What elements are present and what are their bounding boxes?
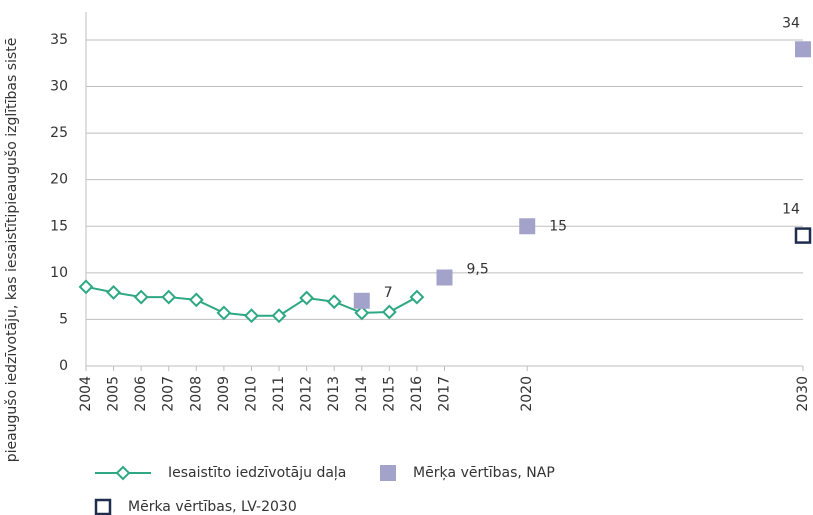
y-tick-label: 20	[50, 172, 68, 188]
point	[188, 292, 204, 308]
x-tick-label: 2020	[519, 376, 535, 412]
point	[381, 304, 397, 320]
y-tick-label: 10	[50, 265, 68, 281]
point	[436, 269, 453, 286]
x-tick-label: 2010	[243, 376, 259, 412]
y-tick-label: 30	[50, 79, 68, 95]
point	[409, 289, 425, 305]
legend-label: Iesaistīto iedzīvotāju daļa	[168, 465, 346, 481]
point	[299, 290, 315, 306]
point	[78, 279, 94, 295]
point	[133, 289, 149, 305]
x-tick-label: 2011	[271, 376, 287, 412]
data-label: 34	[782, 15, 800, 31]
x-tick-label: 2008	[188, 376, 204, 412]
y-tick-label: 35	[50, 32, 68, 48]
point	[795, 41, 811, 58]
point	[161, 289, 177, 305]
x-tick-label: 2013	[326, 376, 342, 412]
data-label: 7	[384, 285, 393, 301]
x-tick-label: 2004	[78, 376, 94, 412]
point	[354, 305, 370, 321]
data-label: 14	[782, 202, 800, 218]
point	[244, 308, 259, 324]
legend-label: Mērķa vērtības, NAP	[413, 465, 555, 481]
point	[216, 305, 232, 321]
data-label: 9,5	[467, 262, 489, 278]
x-tick-label: 2017	[437, 376, 453, 412]
point	[271, 308, 287, 324]
point	[519, 218, 536, 235]
legend-label: Mērka vērtības, LV-2030	[128, 499, 297, 515]
x-tick-label: 2030	[795, 376, 811, 412]
point	[353, 292, 370, 309]
x-tick-label: 2012	[299, 376, 315, 412]
y-axis-label: pieaugušo iedzīvotāju, kas iesaistītipie…	[4, 38, 20, 463]
x-tick-label: 2007	[161, 376, 177, 412]
x-tick-label: 2005	[106, 376, 122, 412]
legend-marker	[94, 498, 112, 515]
x-tick-label: 2015	[381, 376, 397, 412]
point	[794, 227, 812, 244]
legend-marker	[115, 465, 131, 481]
y-tick-label: 0	[59, 358, 68, 374]
x-tick-label: 2014	[354, 376, 370, 412]
y-tick-label: 15	[50, 218, 68, 234]
x-tick-label: 2006	[133, 376, 149, 412]
y-tick-label: 5	[59, 311, 68, 327]
x-tick-label: 2009	[216, 376, 232, 412]
data-label: 15	[549, 218, 567, 234]
point	[326, 294, 342, 310]
x-tick-label: 2016	[409, 376, 425, 412]
legend-marker	[380, 465, 396, 481]
y-tick-label: 25	[50, 125, 68, 141]
point	[106, 284, 121, 300]
